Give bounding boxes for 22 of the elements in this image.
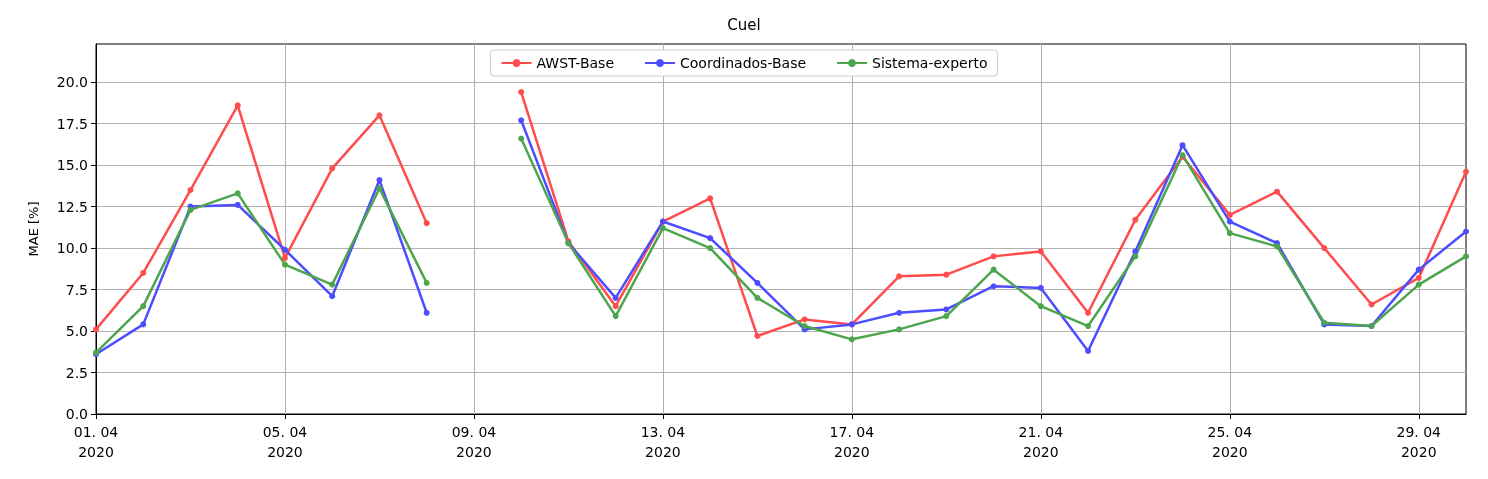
y-tick-label: 20.0 bbox=[56, 74, 88, 91]
y-tick-label: 17.5 bbox=[56, 115, 88, 132]
legend-label: Sistema-experto bbox=[872, 55, 988, 71]
y-tick-label: 12.5 bbox=[56, 198, 88, 215]
y-tick-label: 15.0 bbox=[56, 157, 88, 174]
x-tick-label: 13. 04 2020 bbox=[640, 424, 686, 460]
y-tick-label: 2.5 bbox=[65, 364, 88, 381]
x-tick-label: 29. 04 2020 bbox=[1396, 424, 1442, 460]
y-axis-title: MAE [%] bbox=[26, 201, 41, 257]
chart-title: Cuel bbox=[727, 15, 761, 34]
x-tick-label: 09. 04 2020 bbox=[451, 424, 497, 460]
x-tick-label: 17. 04 2020 bbox=[829, 424, 875, 460]
x-tick-label: 01. 04 2020 bbox=[73, 424, 119, 460]
y-tick-label: 0.0 bbox=[65, 406, 88, 422]
x-tick-label: 25. 04 2020 bbox=[1207, 424, 1253, 460]
legend-label: AWST-Base bbox=[536, 55, 615, 71]
x-tick-label: 21. 04 2020 bbox=[1018, 424, 1064, 460]
y-tick-label: 5.0 bbox=[65, 323, 88, 340]
y-tick-label: 7.5 bbox=[65, 281, 88, 298]
legend-label: Coordinados-Base bbox=[680, 55, 807, 71]
x-tick-label: 05. 04 2020 bbox=[262, 424, 308, 460]
y-tick-label: 10.0 bbox=[56, 240, 88, 257]
